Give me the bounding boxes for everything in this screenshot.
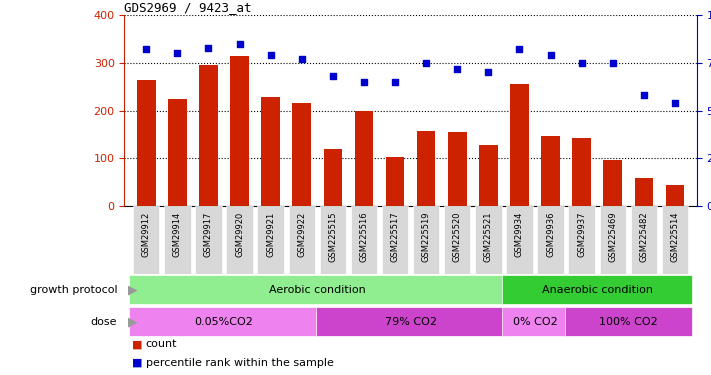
Text: growth protocol: growth protocol — [30, 285, 117, 295]
Point — [420, 60, 432, 66]
Bar — [662, 206, 688, 274]
Bar — [503, 307, 567, 336]
Point — [203, 45, 214, 51]
Text: GDS2969 / 9423_at: GDS2969 / 9423_at — [124, 1, 252, 14]
Bar — [168, 99, 186, 206]
Bar — [351, 206, 377, 274]
Point — [141, 46, 152, 53]
Point — [483, 69, 494, 75]
Bar — [413, 206, 439, 274]
Text: Anaerobic condition: Anaerobic condition — [542, 285, 653, 295]
Bar — [448, 132, 466, 206]
Bar — [262, 97, 280, 206]
Bar — [538, 206, 564, 274]
Text: 100% CO2: 100% CO2 — [599, 316, 658, 327]
Bar — [289, 206, 315, 274]
Text: GSM225517: GSM225517 — [390, 211, 400, 262]
Bar — [320, 206, 346, 274]
Point — [296, 56, 307, 62]
Text: GSM225519: GSM225519 — [422, 211, 431, 262]
Bar — [604, 160, 622, 206]
Bar — [324, 149, 342, 206]
Text: GSM225520: GSM225520 — [453, 211, 461, 262]
Point — [390, 79, 401, 85]
Point — [545, 52, 556, 58]
Bar — [479, 145, 498, 206]
Text: GSM29937: GSM29937 — [577, 211, 586, 257]
Bar — [631, 206, 657, 274]
Text: GSM225521: GSM225521 — [484, 211, 493, 262]
Bar — [634, 178, 653, 206]
Text: GSM29912: GSM29912 — [141, 211, 151, 257]
Bar — [316, 307, 506, 336]
Bar — [199, 65, 218, 206]
Point — [607, 60, 619, 66]
Bar — [382, 206, 408, 274]
Text: GSM29920: GSM29920 — [235, 211, 244, 257]
Bar — [386, 157, 405, 206]
Bar — [129, 275, 506, 304]
Text: GSM29936: GSM29936 — [546, 211, 555, 257]
Bar — [257, 206, 284, 274]
Bar — [292, 104, 311, 206]
Text: GSM29917: GSM29917 — [204, 211, 213, 257]
Bar — [569, 206, 595, 274]
Point — [171, 50, 183, 56]
Point — [265, 52, 277, 58]
Point — [576, 60, 587, 66]
Text: ■: ■ — [132, 358, 146, 368]
Bar — [196, 206, 222, 274]
Text: GSM225514: GSM225514 — [670, 211, 680, 262]
Text: GSM225469: GSM225469 — [609, 211, 617, 262]
Point — [327, 73, 338, 79]
Point — [358, 79, 370, 85]
Text: ▶: ▶ — [128, 315, 138, 328]
Point — [234, 41, 245, 47]
Bar — [665, 185, 685, 206]
Bar — [164, 206, 191, 274]
Text: 0.05%CO2: 0.05%CO2 — [195, 316, 253, 327]
Bar — [572, 138, 591, 206]
Point — [638, 92, 650, 98]
Text: GSM29934: GSM29934 — [515, 211, 524, 257]
Bar — [355, 111, 373, 206]
Bar — [444, 206, 471, 274]
Bar — [503, 275, 692, 304]
Bar — [599, 206, 626, 274]
Bar — [137, 80, 156, 206]
Text: dose: dose — [91, 316, 117, 327]
Bar — [230, 56, 249, 206]
Bar — [510, 84, 529, 206]
Bar — [417, 131, 435, 206]
Bar — [129, 307, 319, 336]
Text: GSM225516: GSM225516 — [360, 211, 368, 262]
Text: ■: ■ — [132, 339, 146, 350]
Point — [514, 46, 525, 53]
Bar — [475, 206, 501, 274]
Point — [669, 100, 680, 106]
Text: GSM29914: GSM29914 — [173, 211, 182, 257]
Text: GSM225482: GSM225482 — [639, 211, 648, 262]
Text: ▶: ▶ — [128, 283, 138, 296]
Text: count: count — [146, 339, 177, 350]
Bar — [565, 307, 692, 336]
Text: GSM225515: GSM225515 — [328, 211, 337, 262]
Point — [451, 66, 463, 72]
Bar — [226, 206, 252, 274]
Text: 0% CO2: 0% CO2 — [513, 316, 557, 327]
Bar — [506, 206, 533, 274]
Text: GSM29921: GSM29921 — [266, 211, 275, 257]
Text: 79% CO2: 79% CO2 — [385, 316, 437, 327]
Text: Aerobic condition: Aerobic condition — [269, 285, 365, 295]
Bar — [133, 206, 159, 274]
Bar — [541, 136, 560, 206]
Text: GSM29922: GSM29922 — [297, 211, 306, 257]
Text: percentile rank within the sample: percentile rank within the sample — [146, 358, 333, 368]
